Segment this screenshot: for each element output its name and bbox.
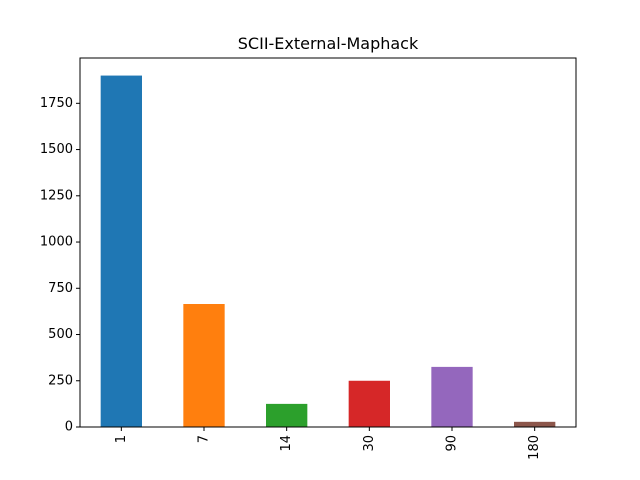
chart-title: SCII-External-Maphack: [238, 34, 419, 53]
x-tick-label: 90: [445, 435, 460, 452]
y-tick-label: 1000: [40, 235, 73, 250]
plot-area-frame: [79, 57, 577, 428]
x-tick-label: 180: [527, 435, 542, 460]
bar-90: [431, 366, 473, 427]
x-tick-label: 30: [362, 435, 377, 452]
y-axis: 0 250 500 750 1000 1250 1500 1750: [40, 96, 80, 435]
y-tick-label: 1500: [40, 142, 73, 157]
x-tick-label: 7: [197, 435, 212, 443]
x-axis: 1 7 14 30 90 180: [114, 427, 542, 460]
y-tick-label: 1750: [40, 96, 73, 111]
y-tick-label: 0: [65, 420, 73, 435]
bar-180: [514, 421, 556, 427]
y-tick-label: 1250: [40, 188, 73, 203]
y-tick-label: 750: [48, 281, 73, 296]
bar-14: [266, 403, 308, 427]
bar-30: [348, 380, 390, 427]
bar-7: [183, 304, 225, 427]
bar-1: [100, 75, 142, 428]
y-tick-label: 250: [48, 373, 73, 388]
bar-group: [100, 75, 556, 428]
x-tick-label: 14: [279, 435, 294, 452]
y-tick-label: 500: [48, 327, 73, 342]
x-tick-label: 1: [114, 435, 129, 443]
